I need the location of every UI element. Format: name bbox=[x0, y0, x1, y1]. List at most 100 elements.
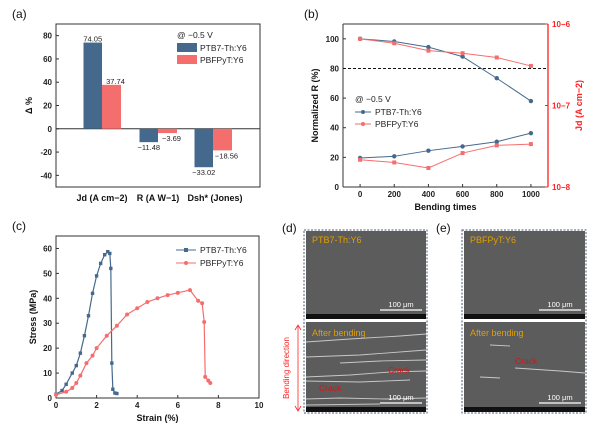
data-point bbox=[64, 389, 69, 394]
x-tick-label: 0 bbox=[358, 190, 363, 199]
sem-info-strip bbox=[464, 407, 585, 412]
data-point bbox=[392, 41, 397, 46]
x-category-label: R (A W−1) bbox=[137, 193, 179, 203]
sem-info-strip bbox=[464, 314, 585, 319]
data-point bbox=[392, 160, 397, 165]
x-axis-label: Strain (%) bbox=[136, 413, 178, 423]
y2-tick-label: 10−8 bbox=[552, 183, 571, 192]
data-point bbox=[196, 298, 201, 303]
data-point bbox=[494, 76, 499, 81]
legend-title: @ −0.5 V bbox=[355, 94, 391, 104]
sem-info-strip bbox=[306, 407, 426, 412]
sem-label: After bending bbox=[470, 328, 524, 338]
y-axis-label: Δ % bbox=[24, 97, 34, 114]
series-line-R bbox=[360, 38, 532, 102]
data-point bbox=[84, 361, 89, 366]
legend-marker bbox=[184, 248, 188, 252]
y-tick-label: 0 bbox=[48, 394, 53, 403]
crack-line bbox=[479, 376, 501, 379]
data-point bbox=[106, 250, 110, 254]
panel-label: (a) bbox=[12, 7, 27, 21]
data-point bbox=[528, 98, 534, 104]
crack-label: Crack bbox=[319, 383, 342, 393]
x-tick-label: 600 bbox=[456, 190, 470, 199]
sem-label: After bending bbox=[312, 328, 366, 338]
data-point bbox=[203, 374, 208, 379]
data-point bbox=[145, 300, 150, 305]
crack-line bbox=[305, 349, 427, 358]
crack-label: Crack bbox=[515, 356, 538, 366]
data-point bbox=[175, 290, 180, 295]
data-point bbox=[208, 381, 213, 386]
crack-line bbox=[489, 344, 511, 347]
data-label: −33.02 bbox=[192, 168, 215, 177]
y-tick-label: 20 bbox=[43, 344, 52, 353]
y-tick-label: 80 bbox=[330, 64, 339, 73]
legend-marker bbox=[184, 261, 188, 265]
dashed-frame bbox=[303, 229, 428, 414]
dashed-frame bbox=[461, 229, 587, 414]
scale-bar-label: 100 μm bbox=[547, 393, 572, 402]
legend-label: PBFPyT:Y6 bbox=[375, 119, 419, 129]
crack-line bbox=[305, 403, 381, 406]
y-tick-label: 60 bbox=[330, 94, 339, 103]
x-category-label: Jd (A cm−2) bbox=[77, 193, 128, 203]
data-point bbox=[426, 48, 431, 53]
legend-label: PTB7-Th:Y6 bbox=[200, 43, 247, 53]
legend-label: PBFPyT:Y6 bbox=[200, 55, 244, 65]
data-point bbox=[426, 44, 431, 50]
data-point bbox=[108, 251, 112, 256]
data-point bbox=[392, 154, 397, 159]
y-tick-label: 30 bbox=[43, 319, 52, 328]
sem-label: PBFPyT:Y6 bbox=[470, 235, 516, 245]
data-point bbox=[70, 371, 74, 375]
scale-bar-label: 100 μm bbox=[388, 300, 413, 309]
data-point bbox=[528, 142, 533, 147]
data-point bbox=[200, 301, 205, 306]
y-tick-label: -20 bbox=[40, 148, 52, 157]
bending-direction-label: Bending direction bbox=[282, 337, 291, 399]
bar bbox=[83, 42, 102, 129]
data-point bbox=[528, 130, 534, 136]
y-tick-label: 60 bbox=[43, 55, 52, 64]
legend-marker bbox=[361, 122, 365, 126]
y-tick-label: 40 bbox=[43, 78, 52, 87]
y-tick-label: 40 bbox=[330, 124, 339, 133]
data-point bbox=[110, 361, 114, 365]
data-point bbox=[111, 387, 115, 391]
data-point bbox=[94, 346, 99, 351]
legend-label: PTB7-Th:Y6 bbox=[375, 107, 422, 117]
data-point bbox=[460, 144, 465, 149]
crack-label: Crack bbox=[388, 365, 411, 375]
y-tick-label: 80 bbox=[43, 32, 52, 41]
data-point bbox=[528, 63, 533, 68]
y-tick-label: 20 bbox=[43, 102, 52, 111]
data-point bbox=[114, 323, 119, 328]
data-point bbox=[94, 274, 99, 278]
y-tick-label: 100 bbox=[326, 35, 340, 44]
legend-swatch bbox=[177, 43, 197, 52]
x-tick-label: 800 bbox=[490, 190, 504, 199]
y2-tick-label: 10−7 bbox=[552, 102, 571, 111]
data-point bbox=[125, 312, 130, 317]
legend-swatch bbox=[177, 55, 197, 64]
sem-image-d-after bbox=[306, 322, 426, 412]
sem-info-strip bbox=[306, 314, 426, 319]
y-tick-label: 40 bbox=[43, 294, 52, 303]
series-line-Jd bbox=[360, 132, 532, 159]
data-point bbox=[358, 36, 363, 41]
data-label: −3.69 bbox=[162, 134, 181, 143]
x-tick-label: 6 bbox=[176, 401, 181, 410]
data-point bbox=[187, 288, 192, 293]
y-tick-label: 50 bbox=[43, 269, 52, 278]
x-tick-label: 200 bbox=[388, 190, 402, 199]
data-point bbox=[78, 351, 83, 355]
data-point bbox=[70, 386, 75, 391]
data-point bbox=[109, 266, 113, 271]
data-point bbox=[90, 291, 95, 296]
series-line bbox=[55, 289, 211, 396]
crack-line bbox=[514, 367, 586, 374]
sem-image-d-before bbox=[306, 231, 426, 319]
data-point bbox=[460, 54, 465, 59]
